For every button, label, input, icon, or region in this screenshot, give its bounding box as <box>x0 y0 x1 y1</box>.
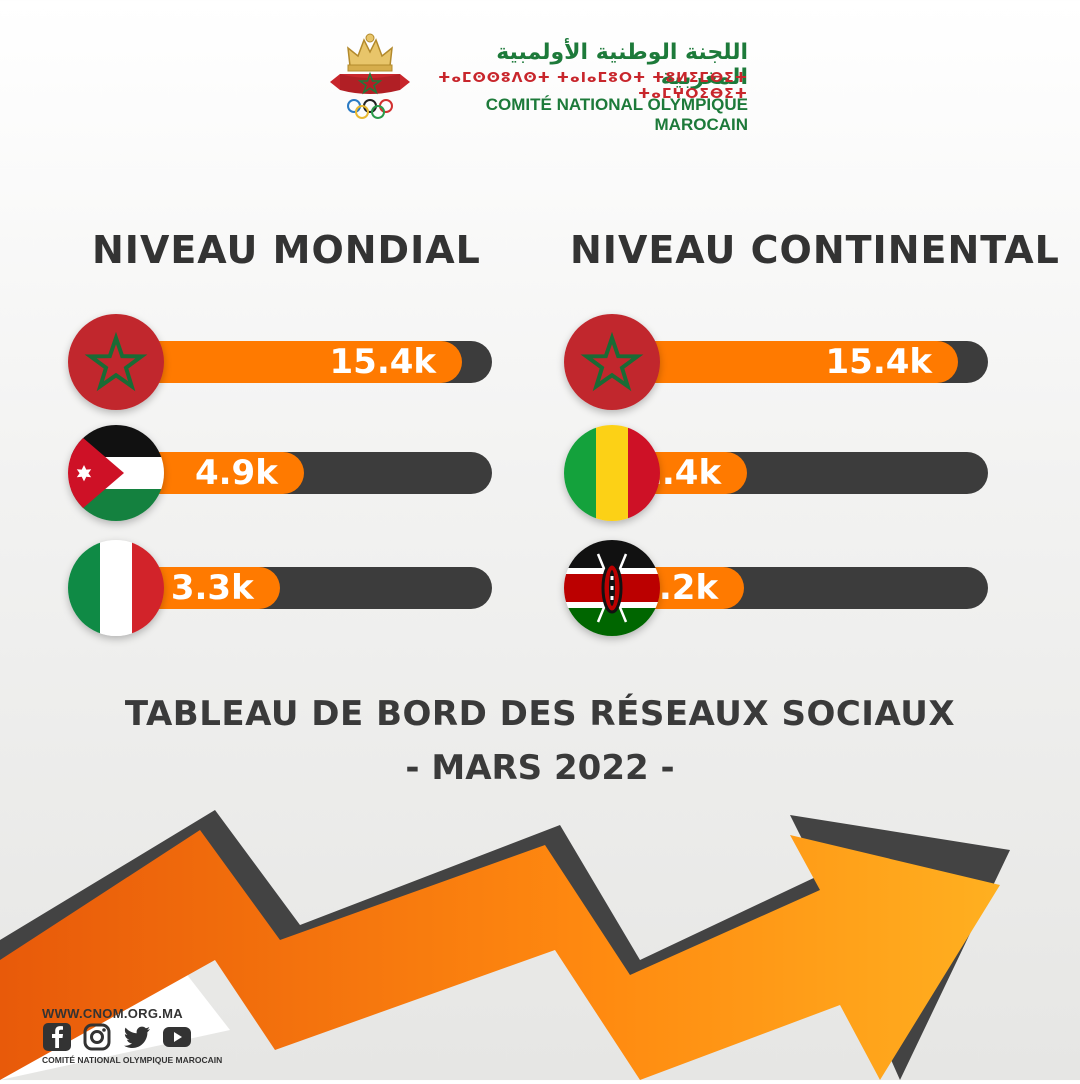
social-icons <box>42 1022 202 1052</box>
cnom-logo-emblem <box>328 28 412 120</box>
chart-title-continental: NIVEAU CONTINENTAL <box>570 228 1060 272</box>
morocco-flag <box>564 314 660 410</box>
italy-flag <box>68 540 164 636</box>
bar-value-label: 15.4k <box>329 342 437 382</box>
youtube-icon[interactable] <box>162 1022 192 1052</box>
dashboard-title: TABLEAU DE BORD DES RÉSEAUX SOCIAUX <box>124 694 956 734</box>
logo-tifinagh-name: ⵜⴰⵎⵙⵙⵓⴷⵙⵜ ⵜⴰⵏⴰⵎⵓⵔⵜ ⵜⵓⵍⵉⵎⴱⵉⵜ ⵜⴰⵎⵖⵔⵉⴱⵉⵜ <box>438 70 748 102</box>
jordan-flag <box>68 425 164 521</box>
footer-org-name: COMITÉ NATIONAL OLYMPIQUE MAROCAIN <box>42 1055 223 1065</box>
facebook-icon[interactable] <box>42 1022 72 1052</box>
bar-value-label: 15.4k <box>825 342 933 382</box>
mali-flag <box>564 425 660 521</box>
instagram-icon[interactable] <box>82 1022 112 1052</box>
bar-value-label: 4.9k <box>194 453 278 493</box>
logo-french-name: COMITÉ NATIONAL OLYMPIQUE MAROCAIN <box>485 95 748 134</box>
footer-url[interactable]: WWW.CNOM.ORG.MA <box>42 1006 183 1021</box>
bar-value-label: 3.3k <box>170 568 254 608</box>
twitter-icon[interactable] <box>122 1022 152 1052</box>
dashboard-date: - MARS 2022 - <box>405 748 675 788</box>
chart-title-world: NIVEAU MONDIAL <box>92 228 481 272</box>
kenya-flag <box>564 540 660 636</box>
morocco-flag <box>68 314 164 410</box>
logo-arabic-name: اللجنة الوطنية الأولمبية المغربية <box>496 40 748 90</box>
